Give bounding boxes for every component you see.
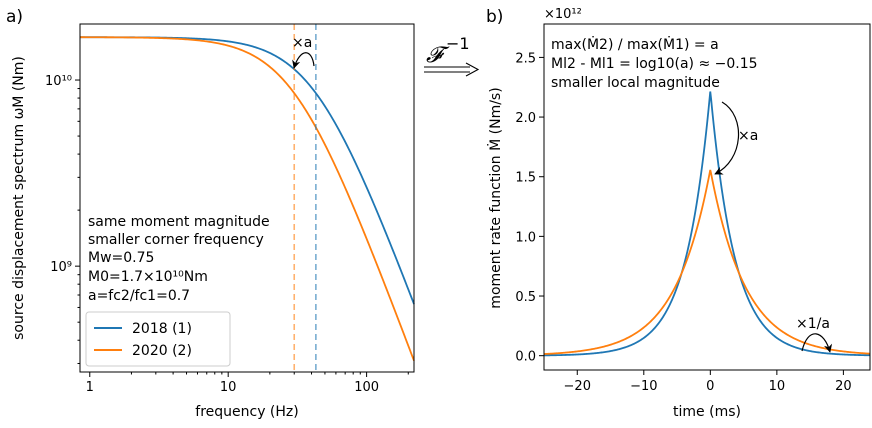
panel-b-offset-text: ×10¹² xyxy=(544,7,582,22)
y-tick-label: 0.5 xyxy=(515,290,536,305)
panel-a-corner-lines xyxy=(293,24,317,372)
x-tick-label: 20 xyxy=(835,379,852,394)
x-tick-label: −10 xyxy=(630,379,657,394)
panel-a-arrow xyxy=(292,52,315,69)
legend-label-2020: 2020 (2) xyxy=(132,343,192,359)
panel-b-annotation-line2: Ml2 - Ml1 = log10(a) ≈ −0.15 xyxy=(551,56,758,72)
x-tick-label: −20 xyxy=(564,379,591,394)
panel-b-ylabel: moment rate function Ṁ (Nm/s) xyxy=(486,87,504,308)
panel-b-frame xyxy=(543,23,871,371)
fourier-exponent: −1 xyxy=(446,34,470,53)
moment-rate-line-2018 xyxy=(543,91,871,357)
panel-b: b) ×10¹² −20 −10 0 10 20 0.0 0.5 1.0 1.5 2.0 2.5 t… xyxy=(486,7,871,420)
panel-b-curves xyxy=(543,91,871,357)
panel-b-annotation-line1: max(Ṁ2) / max(Ṁ1) = a xyxy=(551,35,719,53)
panel-a-curves xyxy=(79,36,415,362)
panel-b-peak-arrow xyxy=(714,101,740,175)
y-tick-label: 0.0 xyxy=(515,350,536,365)
panel-b-peak-arrow-label: ×a xyxy=(738,128,758,144)
legend-label-2018: 2018 (1) xyxy=(132,321,192,337)
y-tick-label: 2.0 xyxy=(515,111,536,126)
panel-b-tail-arrow-label: ×1/a xyxy=(796,316,830,332)
panel-a-annotation-line3: Mw=0.75 xyxy=(88,250,154,266)
y-tick-label: 10¹⁰ xyxy=(45,74,72,89)
panel-b-letter: b) xyxy=(486,7,503,27)
panel-a-annotation-line4: M0=1.7×10¹⁰Nm xyxy=(88,269,208,285)
panel-a-ylabel: source displacement spectrum ωM (Nm) xyxy=(11,56,27,340)
inverse-fourier-transform: 𝓕 −1 xyxy=(424,34,480,77)
y-tick-label: 1.5 xyxy=(515,171,536,186)
spectrum-line-2020 xyxy=(79,36,415,362)
panel-a-letter: a) xyxy=(6,7,23,27)
legend-box xyxy=(85,311,231,367)
y-tick-label: 2.5 xyxy=(515,51,536,66)
y-tick-label: 1.0 xyxy=(515,230,536,245)
panel-a-annotation-line1: same moment magnitude xyxy=(88,214,270,230)
panel-b-xlabel: time (ms) xyxy=(673,404,741,420)
panel-b-tail-arrow xyxy=(801,333,833,353)
x-tick-label: 100 xyxy=(354,380,379,395)
double-arrow-head xyxy=(465,62,480,77)
double-arrow-shaft xyxy=(424,66,470,73)
panel-a-arrow-label: ×a xyxy=(292,35,312,51)
panel-a: a) 1 10 100 10⁹ 10¹⁰ frequency (Hz) source d… xyxy=(6,7,415,420)
x-tick-label: 1 xyxy=(86,380,94,395)
moment-rate-line-2020 xyxy=(543,169,871,355)
panel-a-xlabel: frequency (Hz) xyxy=(195,404,298,420)
panel-a-frame xyxy=(79,23,415,373)
x-tick-label: 10 xyxy=(769,379,786,394)
x-tick-label: 0 xyxy=(706,379,714,394)
panel-a-annotation-line5: a=fc2/fc1=0.7 xyxy=(88,288,190,304)
panel-a-ticks: 1 10 100 10⁹ 10¹⁰ xyxy=(45,74,409,395)
panel-b-ticks: −20 −10 0 10 20 0.0 0.5 1.0 1.5 2.0 2.5 xyxy=(515,51,851,394)
x-tick-label: 10 xyxy=(220,380,237,395)
panel-a-annotation-line2: smaller corner frequency xyxy=(88,232,264,248)
panel-b-annotation-line3: smaller local magnitude xyxy=(551,75,720,91)
y-tick-label: 10⁹ xyxy=(50,260,72,275)
panel-a-legend: 2018 (1) 2020 (2) xyxy=(85,311,231,367)
